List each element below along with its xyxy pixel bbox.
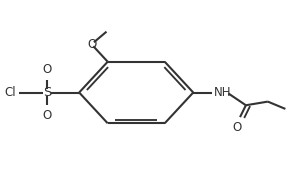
Text: methyl: methyl (109, 28, 114, 30)
Text: NH: NH (214, 86, 232, 99)
Text: O: O (42, 63, 52, 76)
Text: O: O (42, 109, 52, 122)
Text: O: O (87, 38, 96, 51)
Text: Cl: Cl (4, 86, 16, 99)
Text: O: O (233, 121, 242, 134)
Text: S: S (43, 86, 51, 99)
